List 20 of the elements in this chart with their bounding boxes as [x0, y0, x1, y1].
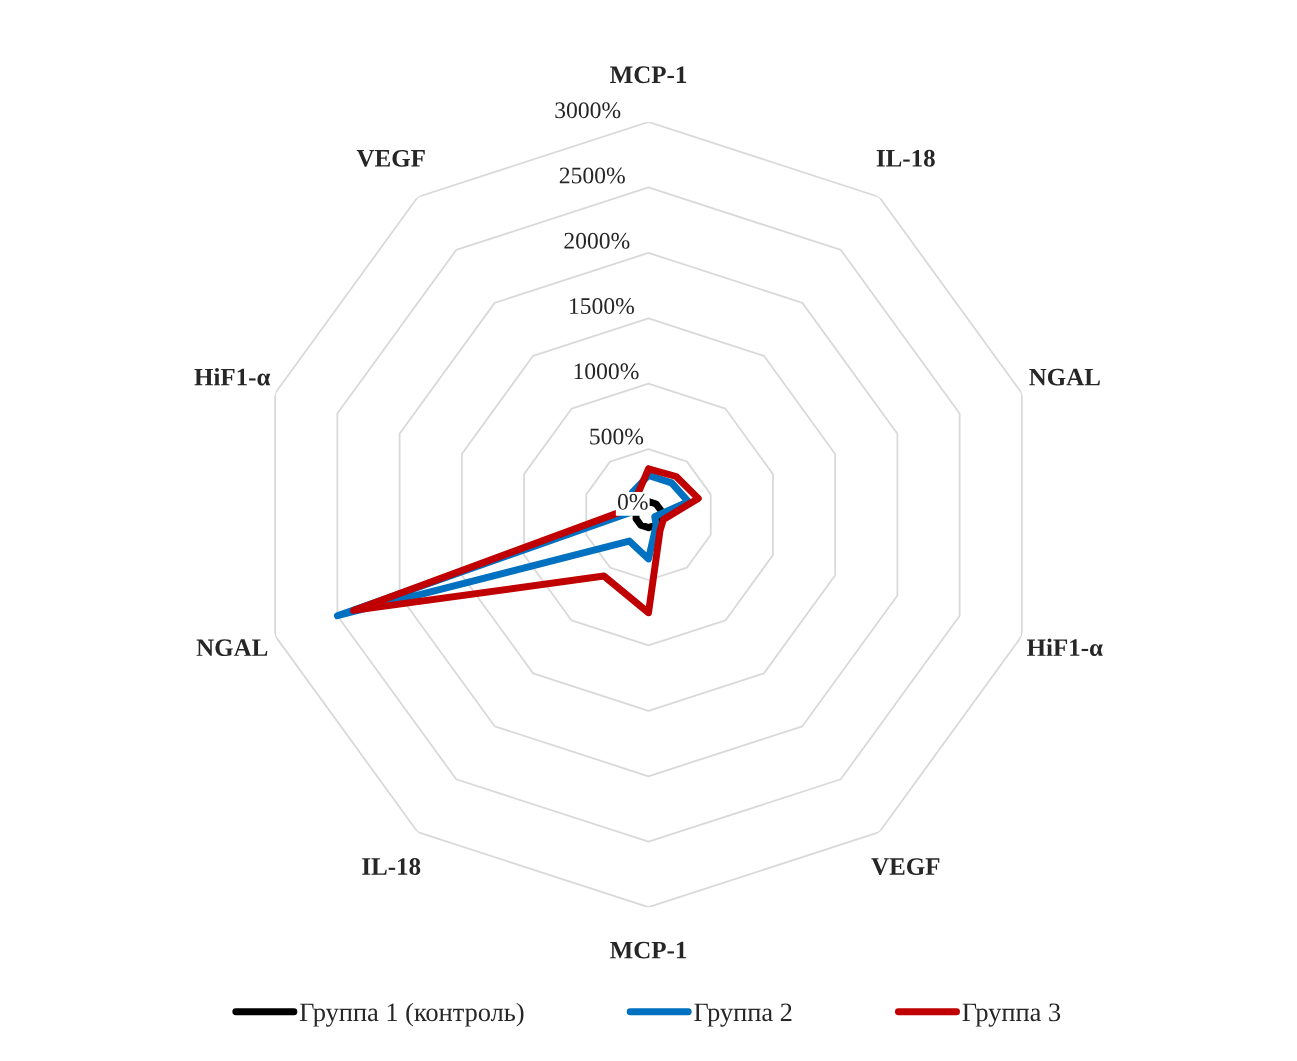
- spoke-label: HiF1-α: [1026, 638, 1103, 657]
- y-tick-label: 3000%: [555, 102, 621, 119]
- y-tick-label: 1500%: [570, 298, 634, 315]
- legend-label: Группа 2: [694, 1003, 792, 1027]
- spoke-label: MCP-1: [610, 941, 687, 959]
- spoke-label: VEGF: [871, 858, 940, 876]
- spoke-label: NGAL: [196, 639, 268, 657]
- legend-label: Группа 3: [962, 1003, 1061, 1027]
- spoke-label: HiF1-α: [194, 367, 271, 386]
- y-tick-label: 2500%: [559, 167, 625, 184]
- spoke-label: MCP-1: [610, 66, 687, 84]
- y-tick-label: 0%: [617, 493, 648, 510]
- spoke-label: VEGF: [356, 149, 425, 167]
- spoke-label: NGAL: [1029, 368, 1100, 386]
- legend-label: Группа 1 (контроль): [299, 1002, 524, 1027]
- spoke-label: IL-18: [362, 858, 421, 875]
- y-tick-label: 500%: [590, 428, 644, 445]
- y-tick-label: 1000%: [574, 363, 639, 380]
- spoke-label: IL-18: [876, 149, 935, 167]
- y-tick-label: 2000%: [564, 232, 630, 249]
